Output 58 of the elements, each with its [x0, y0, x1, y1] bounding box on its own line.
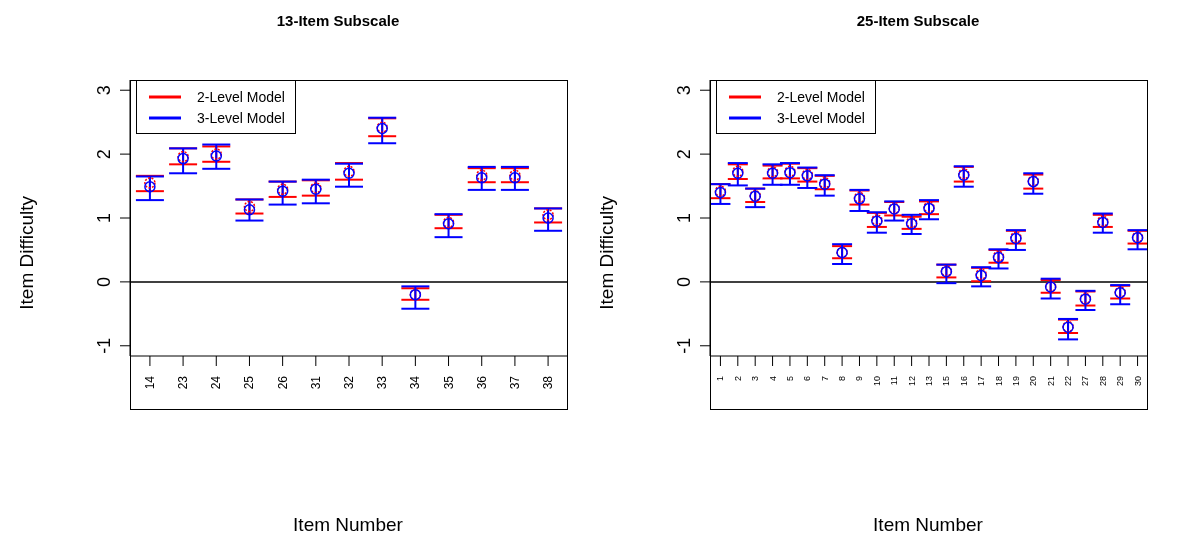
x-tick-label: 20: [1028, 376, 1039, 387]
x-tick-label: 22: [1063, 376, 1074, 387]
x-tick-label: 11: [889, 376, 900, 386]
y-tick-label: 0: [94, 276, 114, 287]
x-tick-label: 7: [819, 376, 830, 382]
x-tick-label: 10: [871, 376, 882, 387]
x-tick-label: 16: [958, 376, 969, 387]
x-tick-label: 27: [1080, 376, 1091, 387]
x-tick-label: 19: [1010, 376, 1021, 387]
chart-title: 13-Item Subscale: [275, 12, 401, 29]
legend-label: 3-Level Model: [777, 109, 865, 126]
x-tick-label: 18: [993, 376, 1004, 387]
y-axis-title: Item Difficulty: [596, 196, 618, 310]
x-tick-label: 34: [408, 375, 423, 390]
y-tick-label: 3: [674, 85, 694, 96]
y-tick-label: 2: [674, 149, 694, 160]
x-tick-label: 24: [209, 375, 224, 390]
x-tick-label: 31: [308, 375, 323, 390]
legend-label: 2-Level Model: [197, 88, 285, 105]
chart-title: 25-Item Subscale: [855, 12, 981, 29]
y-tick-label: 0: [674, 276, 694, 287]
x-tick-label: 23: [176, 375, 191, 390]
y-tick-label: 1: [674, 212, 694, 224]
x-tick-label: 13: [924, 376, 934, 387]
x-tick-label: 28: [1097, 376, 1108, 387]
y-axis-title: Item Difficulty: [16, 196, 38, 310]
x-tick-label: 35: [441, 375, 456, 390]
x-tick-label: 1: [715, 376, 726, 382]
x-tick-label: 37: [507, 375, 522, 390]
y-tick-label: 2: [94, 149, 114, 160]
legend-label: 2-Level Model: [777, 88, 865, 105]
x-axis-title: Item Number: [292, 514, 404, 536]
x-tick-label: 29: [1115, 376, 1126, 387]
x-tick-label: 9: [854, 376, 865, 382]
x-tick-label: 36: [474, 375, 489, 390]
y-tick-label: 1: [94, 212, 114, 224]
x-tick-label: 6: [802, 376, 813, 382]
x-tick-label: 32: [342, 375, 356, 390]
x-tick-label: 26: [275, 375, 290, 390]
x-tick-label: 4: [767, 376, 778, 382]
x-tick-label: 5: [784, 376, 795, 382]
x-tick-label: 30: [1132, 376, 1143, 387]
x-tick-label: 3: [750, 376, 761, 382]
y-tick-label: -1: [674, 337, 694, 354]
x-tick-label: 33: [375, 375, 390, 390]
x-tick-label: 14: [142, 375, 157, 390]
x-tick-label: 2: [732, 376, 743, 382]
x-tick-label: 21: [1045, 376, 1056, 387]
y-tick-label: -1: [94, 337, 114, 354]
x-axis-title: Item Number: [872, 514, 984, 536]
legend-label: 3-Level Model: [197, 109, 285, 126]
x-tick-label: 17: [976, 376, 987, 387]
x-tick-label: 8: [837, 376, 848, 382]
x-tick-label: 38: [541, 375, 556, 390]
x-tick-label: 12: [906, 376, 917, 387]
y-tick-label: 3: [94, 85, 114, 96]
x-tick-label: 25: [242, 375, 257, 390]
x-tick-label: 15: [941, 376, 952, 387]
